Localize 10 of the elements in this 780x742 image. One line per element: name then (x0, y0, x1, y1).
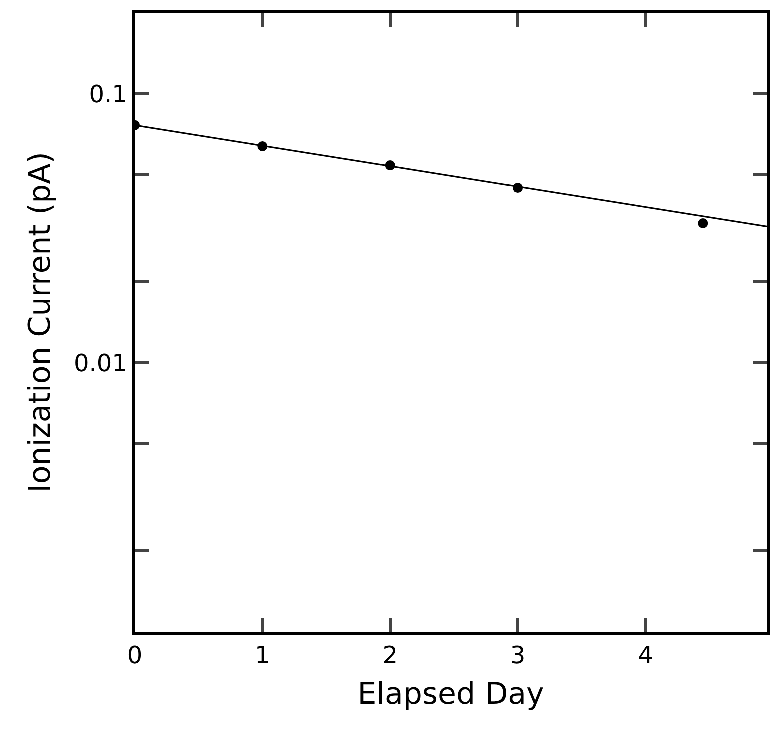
x-tick-label: 2 (382, 642, 398, 670)
y-tick-label: 0.01 (74, 349, 128, 378)
point (698, 218, 708, 228)
x-axis-title: Elapsed Day (358, 677, 544, 712)
y-axis-title: Ionization Current (pA) (23, 152, 58, 493)
x-tick-label: 0 (127, 642, 143, 670)
y-tick-label: 0.1 (89, 80, 128, 108)
x-tick-label: 3 (510, 642, 526, 670)
x-tick-label: 1 (255, 642, 270, 670)
x-tick-label: 4 (638, 642, 654, 670)
